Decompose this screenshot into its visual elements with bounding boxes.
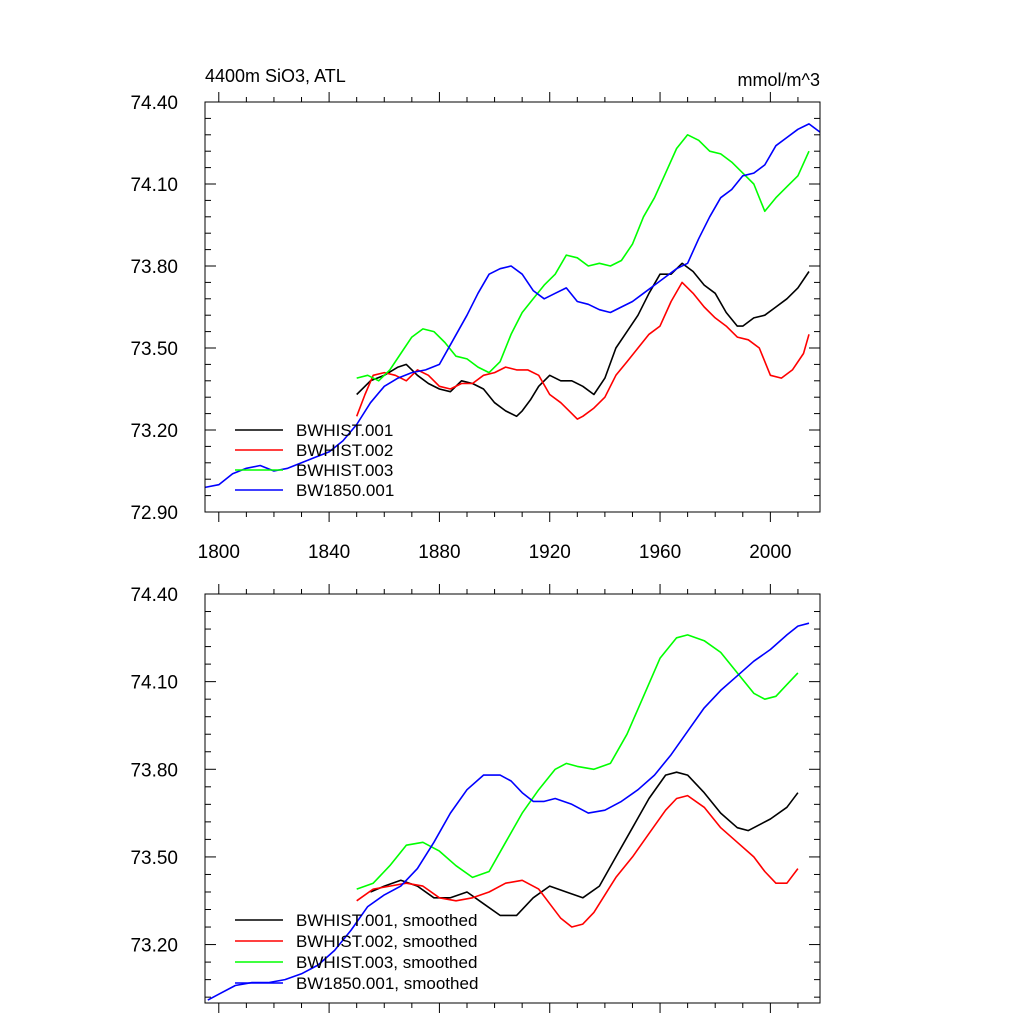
y-tick-label: 74.10 (130, 673, 178, 694)
legend-label: BWHIST.002, smoothed (296, 932, 477, 951)
series-line-0 (356, 262, 810, 418)
legend: BWHIST.001, smoothed BWHIST.002, smoothed… (235, 911, 478, 993)
axis-ticks (205, 584, 820, 1013)
axis-ticks (205, 92, 820, 522)
legend-label: BWHIST.001 (296, 421, 393, 440)
y-tick-label: 73.20 (130, 936, 178, 957)
chart-title: 4400m SiO3, ATL (205, 66, 346, 86)
series-line-3 (204, 123, 821, 489)
y-tick-label: 73.50 (130, 848, 178, 869)
series-line-0 (370, 771, 799, 917)
series-lines (207, 622, 810, 1001)
legend-label: BW1850.001 (296, 481, 394, 500)
y-tick-label: 73.50 (130, 339, 178, 360)
series-line-3 (207, 622, 810, 1001)
panel-smoothed: 73.20 73.50 73.80 74.10 74.40 BWHIST.001, smo… (130, 584, 821, 1013)
legend-label: BWHIST.002 (296, 441, 393, 460)
y-tick-label: 74.40 (130, 93, 178, 114)
x-tick-label: 1920 (529, 542, 571, 563)
series-line-2 (356, 134, 810, 382)
series-lines (204, 123, 821, 489)
series-line-2 (356, 634, 799, 890)
x-tick-label: 1880 (418, 542, 460, 563)
x-tick-label: 1800 (198, 542, 240, 563)
legend-label: BWHIST.003 (296, 461, 393, 480)
units-label: mmol/m^3 (738, 70, 820, 90)
panel-raw: 72.90 73.20 73.50 73.80 74.10 74.40 1800 1840 18… (130, 92, 821, 563)
series-line-1 (356, 794, 799, 928)
plot-frame (204, 593, 821, 1004)
x-tick-label: 2000 (749, 542, 791, 563)
legend-label: BWHIST.001, smoothed (296, 911, 477, 930)
y-tick-label: 73.80 (130, 760, 178, 781)
y-tick-label: 74.40 (130, 585, 178, 606)
x-tick-label: 1840 (308, 542, 350, 563)
y-tick-label: 73.80 (130, 257, 178, 278)
legend-label: BWHIST.003, smoothed (296, 953, 477, 972)
plot-frame (204, 101, 821, 513)
y-tick-label: 73.20 (130, 421, 178, 442)
y-tick-label: 72.90 (130, 503, 178, 524)
legend-label: BW1850.001, smoothed (296, 974, 478, 993)
x-tick-label: 1960 (639, 542, 681, 563)
y-tick-label: 74.10 (130, 175, 178, 196)
series-line-1 (355, 281, 810, 420)
